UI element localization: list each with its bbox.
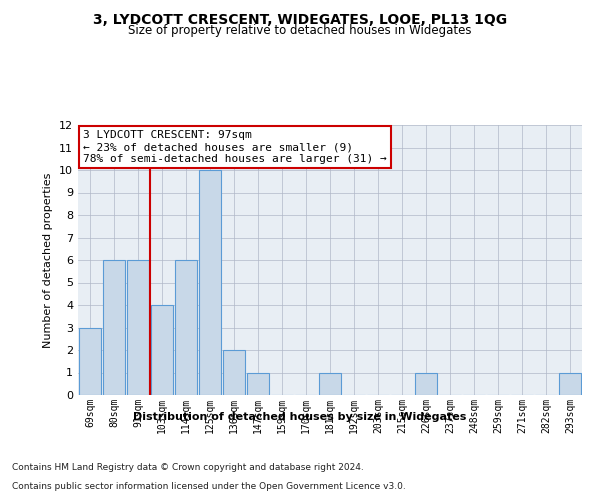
Bar [415, 372, 437, 395]
Bar [247, 372, 269, 395]
Bar [151, 305, 173, 395]
Text: 3, LYDCOTT CRESCENT, WIDEGATES, LOOE, PL13 1QG: 3, LYDCOTT CRESCENT, WIDEGATES, LOOE, PL… [93, 12, 507, 26]
Bar [79, 328, 101, 395]
Text: Size of property relative to detached houses in Widegates: Size of property relative to detached ho… [128, 24, 472, 37]
Y-axis label: Number of detached properties: Number of detached properties [43, 172, 53, 348]
Bar [559, 372, 581, 395]
Bar [319, 372, 341, 395]
Text: 3 LYDCOTT CRESCENT: 97sqm
← 23% of detached houses are smaller (9)
78% of semi-d: 3 LYDCOTT CRESCENT: 97sqm ← 23% of detac… [83, 130, 387, 164]
Bar [199, 170, 221, 395]
Bar [127, 260, 149, 395]
Bar [103, 260, 125, 395]
Bar [175, 260, 197, 395]
Text: Distribution of detached houses by size in Widegates: Distribution of detached houses by size … [133, 412, 467, 422]
Bar [223, 350, 245, 395]
Text: Contains HM Land Registry data © Crown copyright and database right 2024.: Contains HM Land Registry data © Crown c… [12, 464, 364, 472]
Text: Contains public sector information licensed under the Open Government Licence v3: Contains public sector information licen… [12, 482, 406, 491]
